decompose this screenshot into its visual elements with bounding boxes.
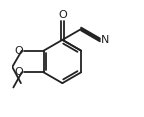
Text: O: O	[15, 67, 24, 77]
Text: O: O	[15, 46, 24, 56]
Text: O: O	[58, 10, 67, 20]
Text: N: N	[101, 35, 109, 45]
